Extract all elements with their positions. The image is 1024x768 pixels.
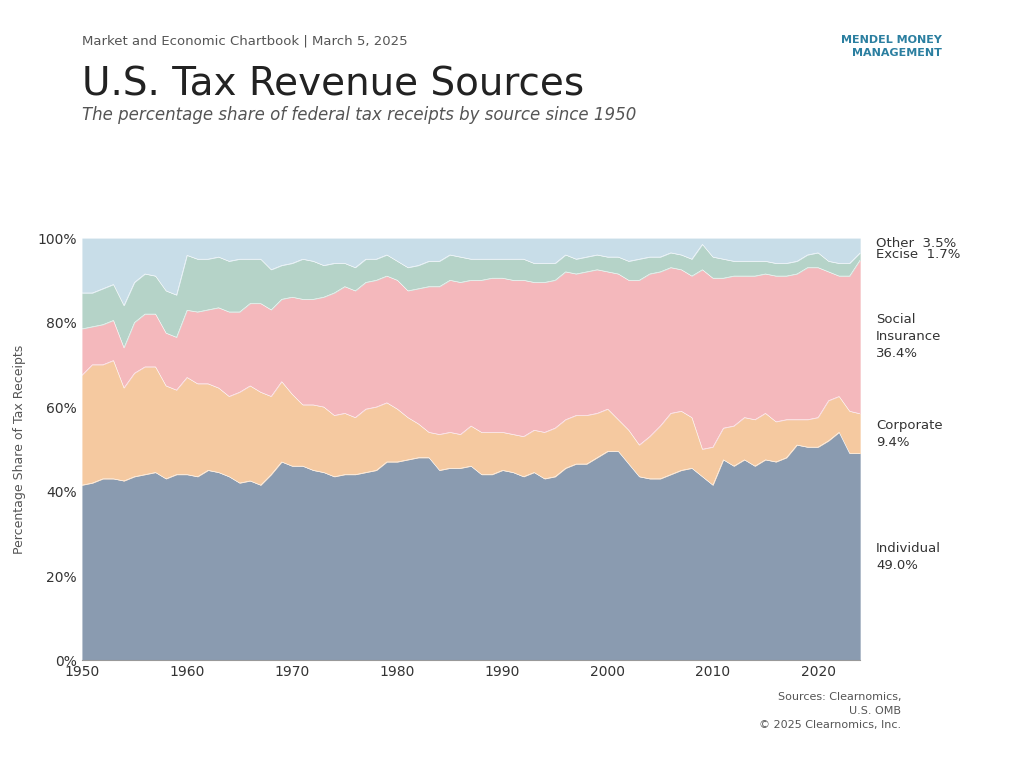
Text: Corporate
9.4%: Corporate 9.4%: [876, 419, 942, 449]
Text: Excise  1.7%: Excise 1.7%: [876, 248, 961, 261]
Y-axis label: Percentage Share of Tax Receipts: Percentage Share of Tax Receipts: [13, 345, 27, 554]
Text: Sources: Clearnomics,
U.S. OMB
© 2025 Clearnomics, Inc.: Sources: Clearnomics, U.S. OMB © 2025 Cl…: [759, 692, 901, 730]
Text: Social
Insurance
36.4%: Social Insurance 36.4%: [876, 313, 941, 360]
Text: Other  3.5%: Other 3.5%: [876, 237, 956, 250]
Text: Individual
49.0%: Individual 49.0%: [876, 542, 941, 572]
Text: The percentage share of federal tax receipts by source since 1950: The percentage share of federal tax rece…: [82, 106, 636, 124]
Text: Market and Economic Chartbook | March 5, 2025: Market and Economic Chartbook | March 5,…: [82, 35, 408, 48]
Text: MENDEL MONEY
MANAGEMENT: MENDEL MONEY MANAGEMENT: [841, 35, 942, 58]
Text: U.S. Tax Revenue Sources: U.S. Tax Revenue Sources: [82, 65, 584, 103]
